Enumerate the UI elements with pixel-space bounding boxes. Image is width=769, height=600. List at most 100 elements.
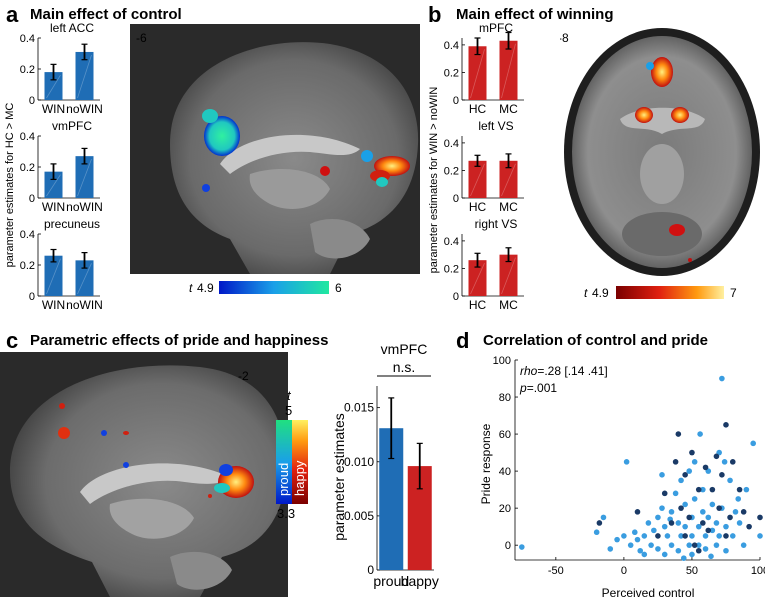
panel-d-point-1-17 — [713, 453, 720, 460]
panel-c-ytick-1: 0.005 — [344, 509, 374, 523]
panel-d-point-0-10 — [641, 533, 648, 539]
panel-d-point-1-6 — [675, 431, 682, 437]
panel-d-point-0-66 — [680, 555, 687, 561]
panel-a-chart-0-ytick-0: 0 — [29, 95, 35, 107]
panel-d-point-0-37 — [695, 542, 702, 548]
panel-d-point-1-22 — [727, 514, 733, 521]
panel-d-point-0-9 — [637, 547, 644, 554]
panel-a-chart-0-ytick-1: 0.2 — [20, 64, 35, 76]
panel-d-point-0-55 — [729, 533, 736, 539]
panel-d-point-0-62 — [607, 546, 614, 552]
panel-d-title: Correlation of control and pride — [483, 332, 709, 349]
colorbar-c-t-label: t — [287, 388, 292, 403]
colorbar-c-max: 5 — [285, 403, 292, 418]
panel-b-ylabel: parameter estimates for WIN > noWIN — [428, 87, 440, 274]
panel-a-chart-1-ytick-1: 0.2 — [20, 162, 35, 174]
panel-a-chart-2-ytick-0: 0 — [29, 291, 35, 303]
panel-d-point-0-13 — [651, 527, 657, 534]
panel-d-point-0-6 — [627, 542, 634, 548]
panel-a-chart-1-title: vmPFC — [52, 119, 92, 133]
panel-d-point-0-28 — [682, 523, 688, 530]
panel-d-point-1-21 — [723, 422, 729, 428]
colorbar-b-t-label: t — [584, 286, 588, 300]
panel-d-point-0-23 — [675, 520, 682, 526]
panel-d-point-0-29 — [686, 542, 693, 548]
panel-a-chart-1-bar-1 — [75, 156, 94, 198]
activation-mpfc — [651, 57, 673, 87]
panel-c-ytick-0: 0 — [367, 563, 374, 577]
panel-a-chart-1-xtick-0: WIN — [42, 200, 65, 214]
panel-d-point-0-1 — [593, 529, 600, 536]
panel-d-point-0-53 — [723, 547, 729, 554]
panel-d-point-0-54 — [727, 477, 733, 484]
panel-b-chart-2-ytick-2: 0.4 — [444, 236, 459, 248]
colorbar-a-max: 6 — [335, 281, 342, 295]
panel-d-point-0-68 — [708, 553, 714, 560]
panel-a-chart-2-bar-0 — [44, 255, 63, 296]
panel-b-chart-1-ytick-2: 0.4 — [444, 138, 459, 150]
panel-d-point-0-57 — [736, 520, 743, 526]
panel-d-point-0-27 — [682, 501, 688, 508]
panel-d-point-0-50 — [719, 375, 725, 382]
panel-d-point-0-58 — [740, 542, 747, 548]
panel-b-chart-1-title: left VS — [478, 119, 513, 133]
panel-d-point-0-67 — [697, 431, 703, 437]
panel-d-point-1-19 — [719, 472, 725, 478]
panel-d-point-0-15 — [655, 546, 661, 552]
panel-d-p-value: =.001 — [527, 381, 558, 395]
panel-a-chart-0-title: left ACC — [50, 21, 94, 35]
colorbar-b: t 4.9 7 — [584, 286, 737, 300]
panel-c-bar-chart: parameter estimates vmPFC n.s. 0 0.005 0.0… — [331, 342, 439, 589]
panel-d-point-0-14 — [655, 514, 661, 521]
panel-d-ylabel: Pride response — [479, 423, 493, 504]
panel-d-point-0-34 — [691, 496, 698, 502]
panel-b-chart-2-xtick-0: HC — [469, 298, 487, 312]
panel-a-chart-1-ytick-2: 0.4 — [20, 131, 35, 143]
panel-c-letter: c — [6, 328, 19, 353]
panel-b-chart-0-ytick-2: 0.4 — [444, 40, 459, 52]
panel-d-point-0-33 — [689, 551, 695, 558]
activation-posterior — [669, 224, 685, 236]
panel-d-point-0-0 — [519, 544, 525, 550]
panel-d-rho-label: rho — [520, 364, 538, 378]
panel-d-point-0-61 — [757, 533, 763, 539]
panel-d-point-0-42 — [705, 514, 712, 521]
colorbar-c-min: 3.3 — [277, 506, 295, 518]
panel-d-point-0-49 — [716, 533, 722, 539]
activation-left-vs — [635, 107, 653, 123]
panel-d-point-1-0 — [596, 520, 603, 526]
panel-d-point-0-41 — [702, 546, 709, 552]
panel-d-xtick-0: -50 — [548, 565, 564, 577]
panel-d-point-1-14 — [702, 464, 709, 471]
panel-d-rho-value: =.28 [.14 .41] — [537, 364, 607, 378]
panel-d-point-1-9 — [686, 514, 693, 521]
panel-b-chart-2-ytick-1: 0.2 — [444, 263, 459, 275]
panel-b-chart-0-bar-0 — [468, 46, 487, 100]
panel-b-chart-0-xtick-1: MC — [499, 102, 518, 116]
panel-d-point-0-36 — [695, 523, 702, 530]
panel-b-bar-group: mPFC 0 0.2 0.4 HC MC left VS 0 0.2 0.4 HC MC right V… — [444, 21, 524, 312]
panel-a-chart-0-ytick-2: 0.4 — [20, 33, 35, 45]
panel-d-point-1-1 — [634, 509, 641, 515]
panel-a-chart-2-xtick-0: WIN — [42, 298, 65, 312]
panel-b-chart-2-xtick-1: MC — [499, 298, 518, 312]
brain-sagittal-slice-c: -2 — [0, 352, 288, 597]
panel-b-chart-0-bar-1 — [499, 40, 518, 100]
panel-d-point-1-28 — [695, 547, 702, 554]
panel-d-point-1-8 — [682, 533, 688, 539]
panel-a-bar-charts: parameter estimates for HC > MC left ACC… — [4, 21, 103, 312]
panel-b-title: Main effect of winning — [456, 6, 614, 23]
panel-d-point-0-3 — [614, 536, 620, 543]
panel-a-chart-2-ytick-2: 0.4 — [20, 229, 35, 241]
panel-b-chart-2-bar-1 — [499, 254, 518, 296]
panel-d-point-0-22 — [672, 490, 679, 497]
panel-d-plot-area: 0 20 40 60 80 100 -50 0 50 100 — [493, 355, 765, 577]
panel-a-chart-1-bar-0 — [44, 171, 63, 198]
panel-d-ytick-4: 80 — [499, 392, 511, 404]
panel-a-chart-2-xtick-1: noWIN — [66, 298, 103, 312]
panel-a-chart-0-xtick-1: noWIN — [66, 102, 103, 116]
panel-a-chart-1-xtick-1: noWIN — [66, 200, 103, 214]
panel-d-scatter: Pride response Perceived control rho=.28… — [479, 355, 765, 600]
panel-b-chart-0-xtick-0: HC — [469, 102, 487, 116]
